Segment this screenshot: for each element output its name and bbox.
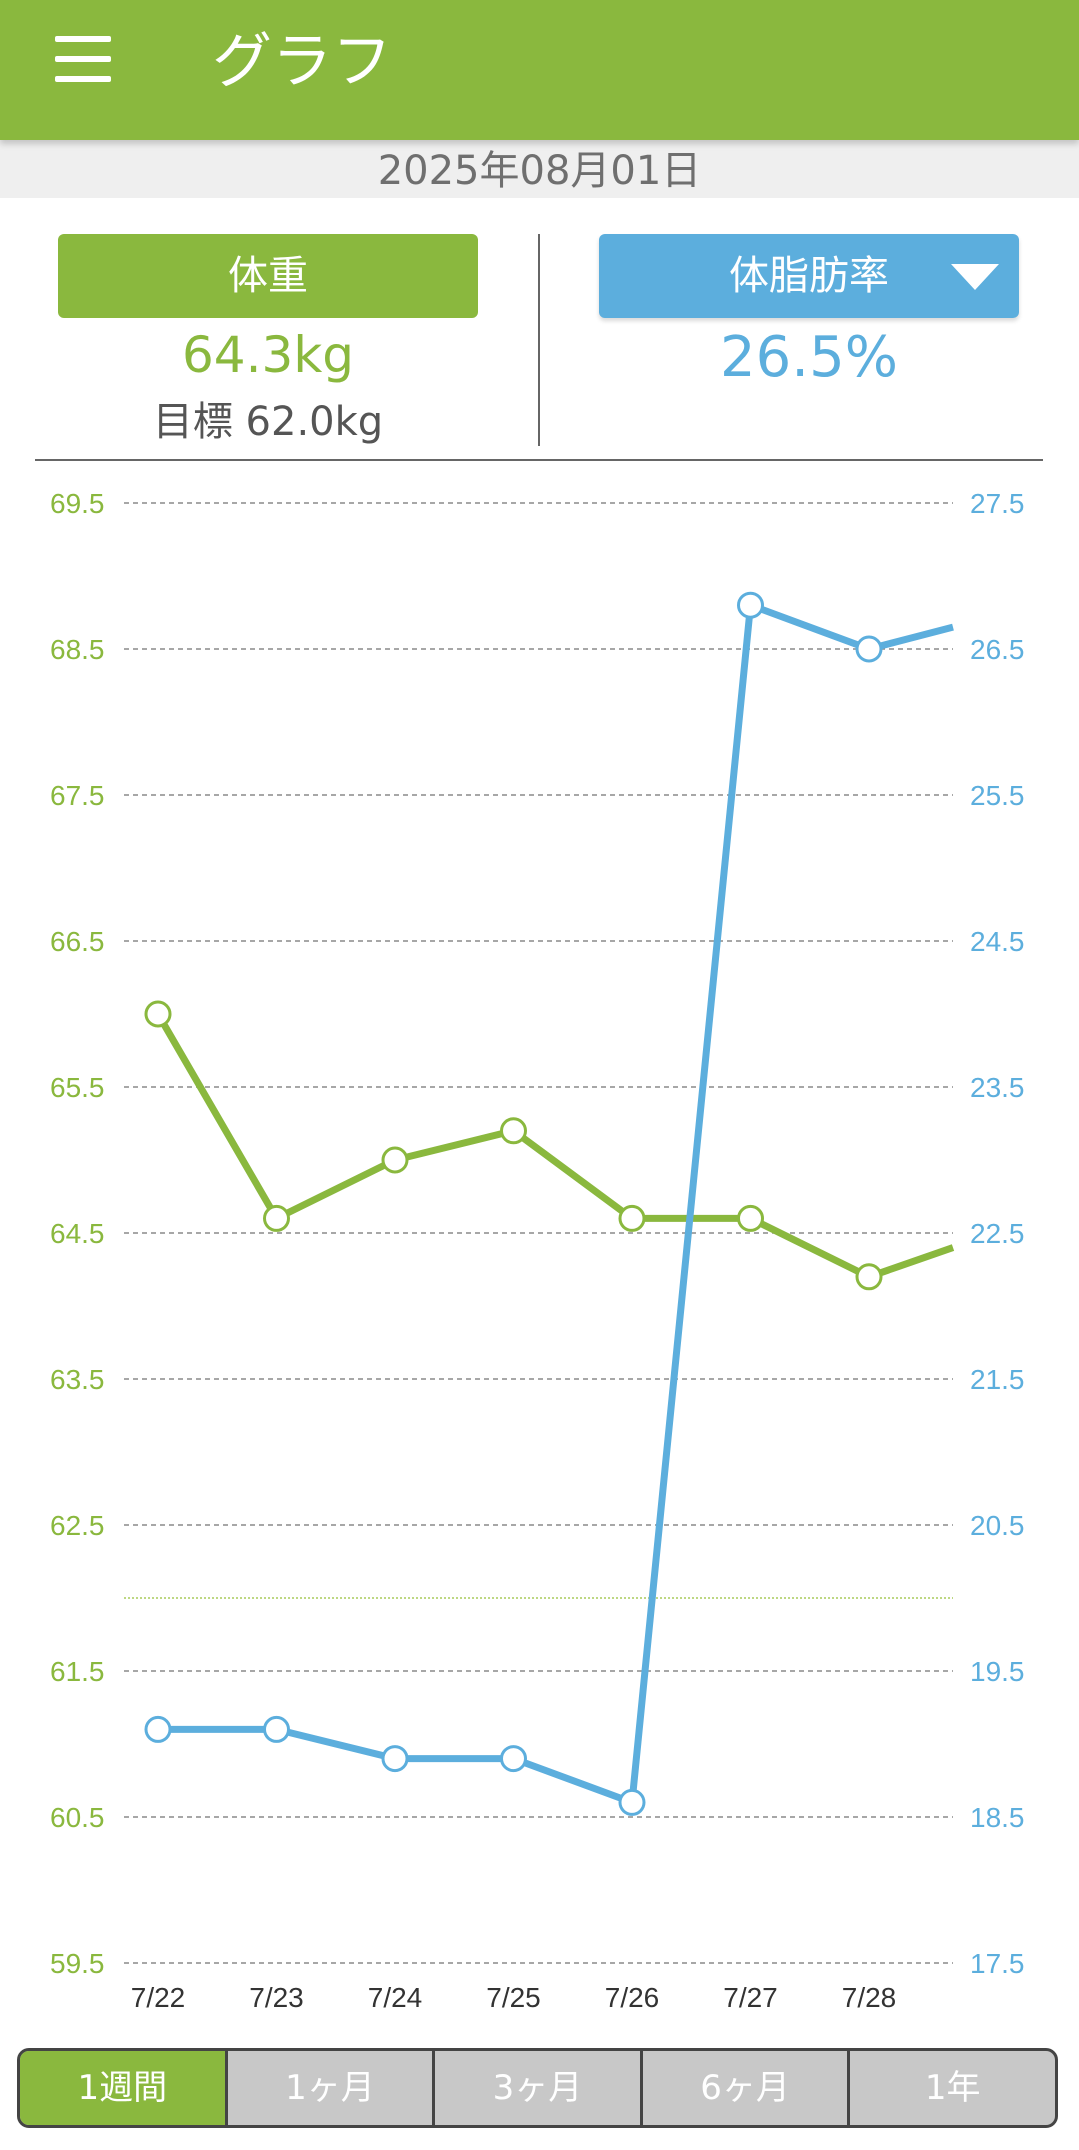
header-divider: [35, 459, 1043, 461]
weight-button[interactable]: 体重: [58, 234, 478, 318]
right-axis-tick-label: 24.5: [970, 926, 1025, 957]
left-axis-tick-label: 64.5: [50, 1218, 105, 1249]
weight-button-label: 体重: [228, 253, 308, 299]
data-point-left: [618, 1204, 646, 1232]
x-axis-tick-label: 7/25: [486, 1982, 541, 2013]
left-axis-tick-label: 60.5: [50, 1802, 105, 1833]
series-line-right: [158, 601, 954, 1806]
weight-bodyfat-chart: 69.5 27.5 68.5 26.5 67.5 25.5 66.5 24.5 65.5 23.5…: [50, 488, 1025, 2013]
body-fat-value: 26.5%: [720, 325, 898, 390]
right-axis-tick-label: 23.5: [970, 1072, 1025, 1103]
x-axis-tick-label: 7/23: [249, 1982, 304, 2013]
tab-1-year[interactable]: 1年: [924, 2068, 981, 2108]
left-axis-tick-label: 65.5: [50, 1072, 105, 1103]
data-point-left: [737, 1204, 764, 1232]
weight-value: 64.3kg: [181, 326, 355, 384]
tab-1-week[interactable]: 1週間: [20, 2051, 228, 2125]
data-point-left: [381, 1146, 409, 1174]
right-axis-tick-label: 18.5: [970, 1802, 1025, 1833]
data-point-right: [618, 1788, 646, 1816]
data-point-left: [855, 1263, 883, 1291]
period-tabs: 1週間 1ヶ月 3ヶ月 6ヶ月 1年: [17, 2048, 1058, 2128]
left-axis-tick-label: 63.5: [50, 1364, 105, 1395]
left-axis-tick-label: 66.5: [50, 926, 105, 957]
right-axis-tick-label: 25.5: [970, 780, 1025, 811]
data-point-right: [263, 1715, 290, 1743]
right-axis-tick-label: 26.5: [970, 634, 1025, 665]
goal-weight: 目標 62.0kg: [152, 399, 384, 445]
data-point-left: [263, 1204, 290, 1232]
right-axis-tick-label: 20.5: [970, 1510, 1025, 1541]
data-point-left: [144, 1000, 172, 1028]
left-axis-tick-label: 59.5: [50, 1948, 105, 1979]
data-point-left: [500, 1117, 527, 1145]
left-axis-tick-label: 68.5: [50, 634, 105, 665]
left-axis-tick-label: 67.5: [50, 780, 105, 811]
right-axis-tick-label: 21.5: [970, 1364, 1025, 1395]
app-bar: グラフ: [0, 0, 1079, 140]
x-axis-tick-label: 7/22: [131, 1982, 186, 2013]
tab-3-months[interactable]: 3ヶ月: [435, 2051, 643, 2125]
right-axis-tick-label: 22.5: [970, 1218, 1025, 1249]
data-point-right: [855, 635, 883, 663]
data-point-right: [381, 1745, 409, 1773]
metric-divider: [538, 234, 540, 446]
date-label: 2025年08月01日: [0, 140, 1079, 198]
x-axis-tick-label: 7/28: [842, 1982, 897, 2013]
left-axis-tick-label: 61.5: [50, 1656, 105, 1687]
data-point-right: [500, 1745, 527, 1773]
right-axis-tick-label: 19.5: [970, 1656, 1025, 1687]
x-axis-tick-label: 7/24: [368, 1982, 423, 2013]
left-axis-tick-label: 62.5: [50, 1510, 105, 1541]
hamburger-menu-icon[interactable]: [50, 30, 116, 100]
series-line-left: [154, 1012, 955, 1281]
page-title: グラフ: [212, 27, 392, 97]
x-axis-tick-label: 7/27: [723, 1982, 778, 2013]
right-axis-tick-label: 27.5: [970, 488, 1025, 519]
triangle-down-icon: [951, 264, 999, 290]
tab-1-month[interactable]: 1ヶ月: [228, 2051, 436, 2125]
tab-6-months[interactable]: 6ヶ月: [643, 2051, 851, 2125]
body-fat-dropdown[interactable]: 体脂肪率: [599, 234, 1019, 318]
data-point-right: [144, 1715, 172, 1743]
x-axis-tick-label: 7/26: [605, 1982, 660, 2013]
right-axis-tick-label: 17.5: [970, 1948, 1025, 1979]
left-axis-tick-label: 69.5: [50, 488, 105, 519]
data-point-right: [737, 591, 764, 619]
body-fat-button-label: 体脂肪率: [729, 253, 889, 299]
